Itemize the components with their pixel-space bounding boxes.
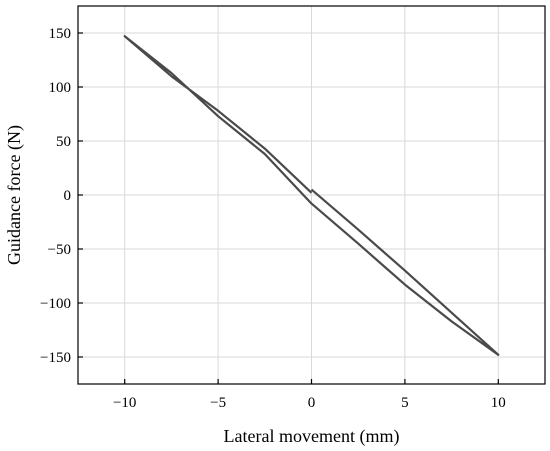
y-tick-label: −150 (40, 350, 71, 366)
y-tick-label: 100 (49, 80, 72, 96)
x-axis-label: Lateral movement (mm) (224, 426, 400, 447)
x-tick-label: 0 (308, 395, 316, 411)
x-tick-label: −10 (113, 395, 136, 411)
x-tick-label: −5 (210, 395, 226, 411)
x-axis-ticks: −10 −5 0 5 10 (113, 379, 506, 411)
y-tick-label: 150 (49, 26, 72, 42)
grid (78, 6, 545, 384)
y-tick-label: 0 (64, 188, 72, 204)
y-tick-label: 50 (56, 134, 71, 150)
y-tick-label: −100 (40, 296, 71, 312)
force-displacement-curve (123, 35, 500, 356)
y-axis-label: Guidance force (N) (4, 125, 25, 265)
y-tick-label: −50 (48, 242, 71, 258)
y-axis-ticks: −150 −100 −50 0 50 100 150 (40, 26, 83, 366)
x-tick-label: 5 (401, 395, 409, 411)
x-tick-label: 10 (491, 395, 506, 411)
